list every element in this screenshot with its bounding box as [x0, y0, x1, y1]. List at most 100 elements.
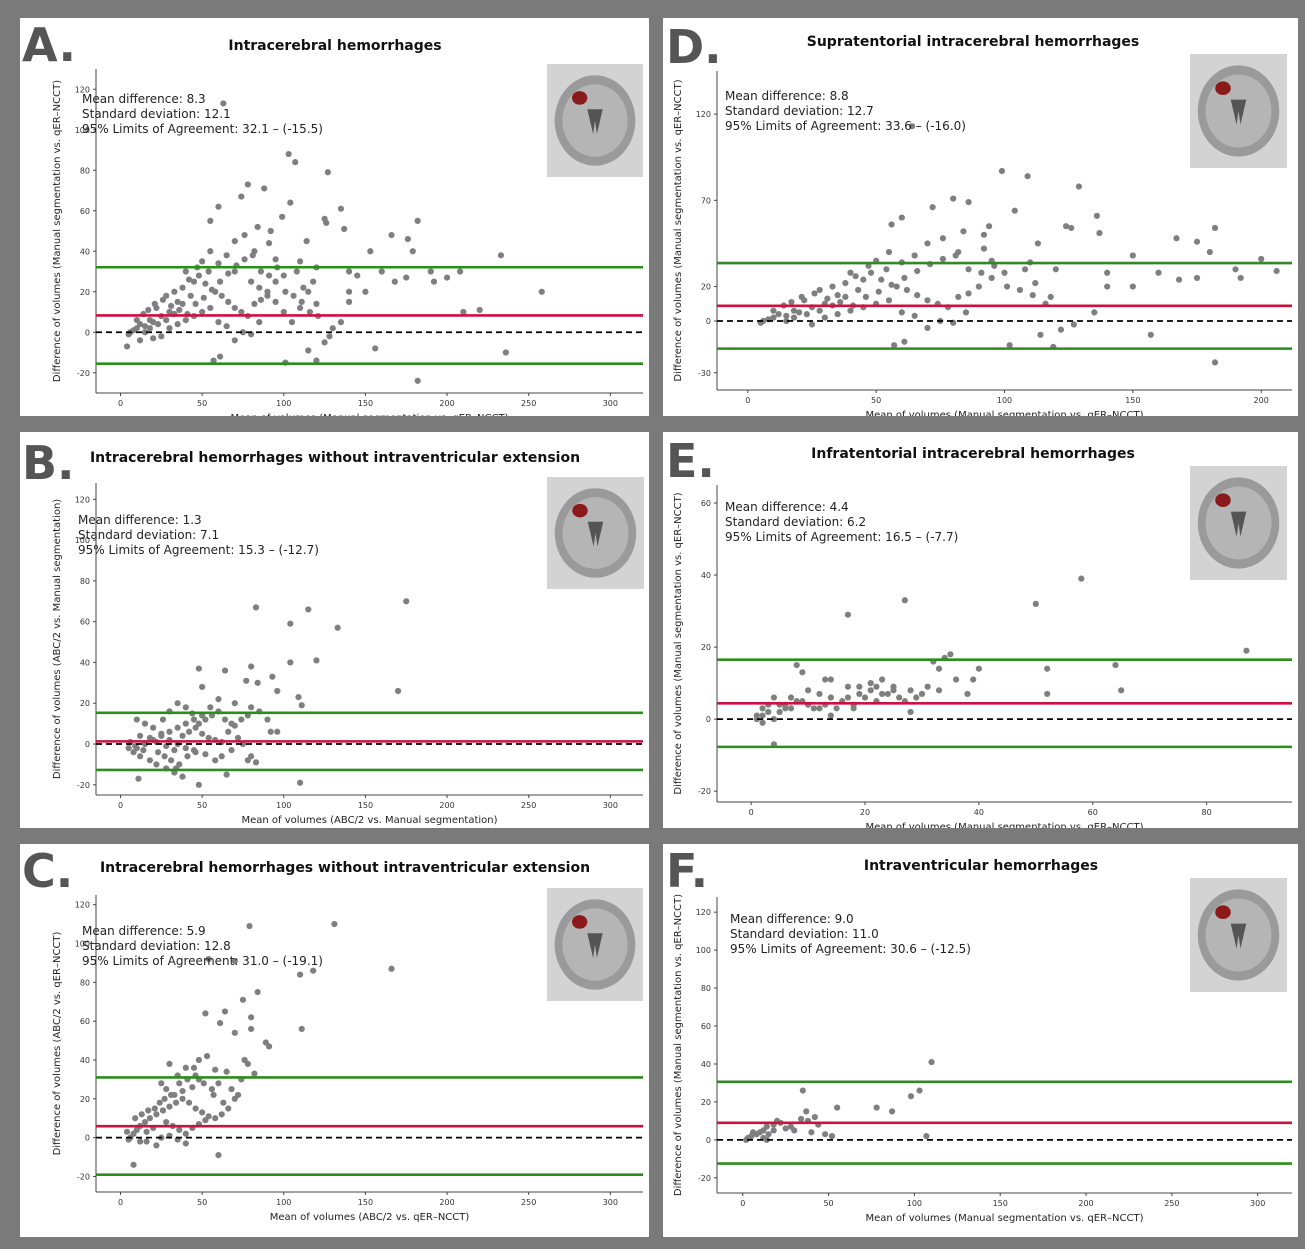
y-tick-label: 60 — [80, 207, 90, 216]
data-point — [867, 687, 874, 694]
data-point — [345, 268, 353, 275]
data-point — [168, 302, 175, 310]
data-point — [988, 274, 995, 282]
y-tick-label: 20 — [701, 643, 711, 652]
data-point — [146, 1115, 153, 1122]
data-point — [975, 665, 982, 672]
data-point — [388, 231, 395, 239]
data-point — [141, 1119, 149, 1126]
data-point — [287, 659, 294, 666]
data-point — [150, 724, 157, 731]
data-point — [901, 338, 908, 345]
data-point — [248, 704, 255, 711]
data-point — [394, 687, 402, 695]
y-tick-label: -20 — [698, 787, 711, 796]
panel-c: 0 50 100 150 200 250 300 -20 0 20 40 60 80 100 120 Mean… — [20, 844, 649, 1237]
data-point — [287, 620, 294, 627]
scatter-plot: 0 50 100 150 200 250 300 -20 0 20 40 60 80 100 120 Mean… — [52, 895, 643, 1223]
data-point — [168, 1091, 175, 1099]
data-point — [218, 753, 225, 760]
data-point — [244, 1060, 251, 1067]
data-point — [837, 298, 844, 306]
panel-title: Intracerebral hemorrhages without intrav… — [99, 860, 591, 876]
data-point — [1001, 269, 1008, 276]
data-point — [192, 749, 199, 756]
data-point — [1104, 283, 1111, 290]
data-point — [239, 996, 247, 1003]
data-point — [337, 205, 345, 212]
data-point — [1129, 283, 1136, 290]
data-point — [231, 957, 238, 965]
data-point — [269, 673, 276, 680]
scatter-plot: 0 50 100 150 200 -30 0 20 70 120 Mean of volumes (… — [673, 71, 1292, 416]
data-point — [297, 971, 304, 978]
data-point — [888, 1108, 896, 1115]
data-point — [130, 1161, 137, 1168]
data-point — [221, 716, 229, 723]
panel-e: 0 20 40 60 80 -20 0 20 40 60 Mean of volumes (Manu… — [663, 432, 1298, 828]
data-point — [256, 319, 263, 326]
data-point — [218, 1111, 225, 1118]
data-point — [238, 716, 245, 723]
data-point — [207, 217, 214, 224]
data-point — [753, 712, 760, 719]
brain-image — [547, 64, 643, 177]
y-tick-label: 0 — [85, 740, 90, 749]
data-point — [143, 1138, 150, 1145]
data-point — [231, 337, 238, 344]
x-tick-label: 0 — [749, 808, 754, 817]
data-point — [388, 965, 395, 972]
data-point — [238, 193, 245, 200]
data-point — [808, 321, 816, 328]
data-point — [884, 690, 891, 698]
data-point — [883, 266, 890, 273]
data-point — [816, 705, 823, 712]
data-point — [403, 598, 410, 605]
data-point — [154, 749, 162, 756]
data-point — [298, 298, 305, 305]
data-point — [1206, 248, 1213, 256]
data-point — [975, 283, 982, 290]
data-point — [158, 730, 165, 737]
data-point — [267, 728, 274, 735]
data-point — [787, 705, 795, 712]
data-point — [251, 1070, 258, 1077]
stats-box: Mean difference: 5.9 Standard deviation:… — [82, 924, 323, 969]
data-point — [833, 705, 840, 712]
data-point — [156, 1099, 163, 1106]
data-point — [272, 298, 279, 305]
data-point — [208, 1086, 216, 1093]
x-tick-label: 0 — [118, 399, 123, 408]
x-tick-label: 100 — [907, 1199, 922, 1208]
data-point — [893, 283, 900, 290]
data-point — [952, 252, 959, 259]
x-tick-label: 100 — [276, 399, 291, 408]
data-point — [834, 1104, 841, 1111]
x-tick-label: 100 — [276, 801, 291, 810]
data-point — [279, 213, 286, 220]
data-point — [916, 1087, 923, 1094]
y-tick-label: 20 — [80, 1095, 90, 1104]
data-point — [207, 248, 214, 255]
data-point — [288, 319, 296, 326]
data-point — [176, 306, 183, 314]
data-point — [163, 1086, 170, 1093]
data-point — [244, 181, 251, 188]
data-point — [176, 761, 183, 768]
data-point — [298, 1025, 305, 1033]
panel-letter: E. — [666, 434, 715, 488]
standard-deviation-text: Standard deviation: 12.8 — [82, 939, 231, 953]
data-point — [182, 268, 189, 275]
panel-letter: B. — [22, 436, 75, 490]
x-tick-label: 250 — [521, 399, 536, 408]
data-point — [1175, 276, 1183, 283]
data-point — [168, 757, 175, 764]
data-point — [223, 323, 230, 330]
data-point — [172, 1099, 180, 1106]
data-point — [306, 308, 314, 316]
data-point — [947, 651, 954, 658]
standard-deviation-text: Standard deviation: 6.2 — [725, 515, 867, 529]
data-point — [231, 1029, 238, 1036]
data-point — [765, 1131, 772, 1138]
data-point — [822, 1131, 829, 1138]
